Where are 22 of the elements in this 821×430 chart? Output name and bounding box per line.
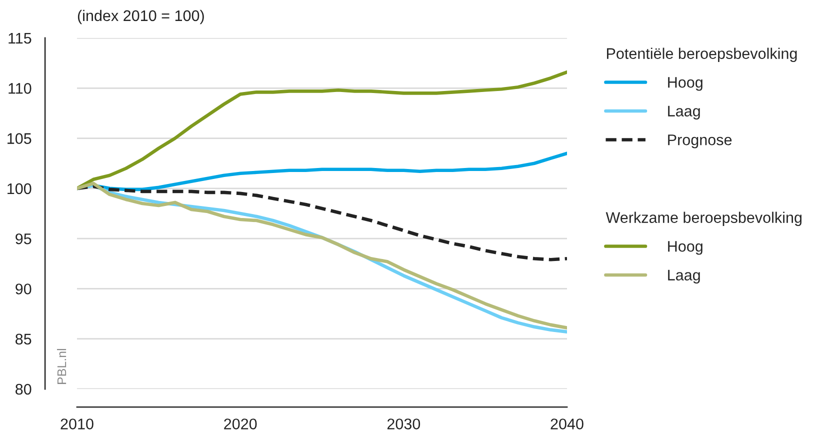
- y-tick-label: 100: [8, 183, 32, 194]
- y-tick-label: 80: [16, 384, 32, 395]
- y-tick-label: 95: [16, 233, 32, 244]
- legend-label: Laag: [668, 270, 700, 284]
- text: Potentiële beroepsbevolking: [607, 48, 797, 62]
- x-tick-label: 2010: [60, 418, 94, 430]
- y-axis-title: (index 2010 = 100): [78, 10, 204, 24]
- legend-label: Laag: [668, 106, 700, 120]
- y-tick-label: 90: [16, 284, 32, 294]
- line-series: [77, 184, 567, 262]
- x-tick-label: 2020: [224, 418, 257, 430]
- x-tick-label: 2030: [387, 418, 420, 430]
- y-tick-label: 115: [8, 33, 32, 44]
- y-tick-label: 105: [8, 133, 32, 144]
- x-tick-label: 2040: [550, 418, 584, 430]
- y-tick-label: 85: [16, 334, 32, 345]
- legend-label: Hoog: [668, 77, 702, 91]
- text: Werkzame beroepsbevolking: [606, 212, 802, 226]
- legend-label: Hoog: [668, 241, 702, 255]
- y-tick-label: 110: [8, 83, 32, 94]
- legend-label: Prognose: [668, 134, 732, 148]
- text: PBL.nl: [57, 349, 66, 384]
